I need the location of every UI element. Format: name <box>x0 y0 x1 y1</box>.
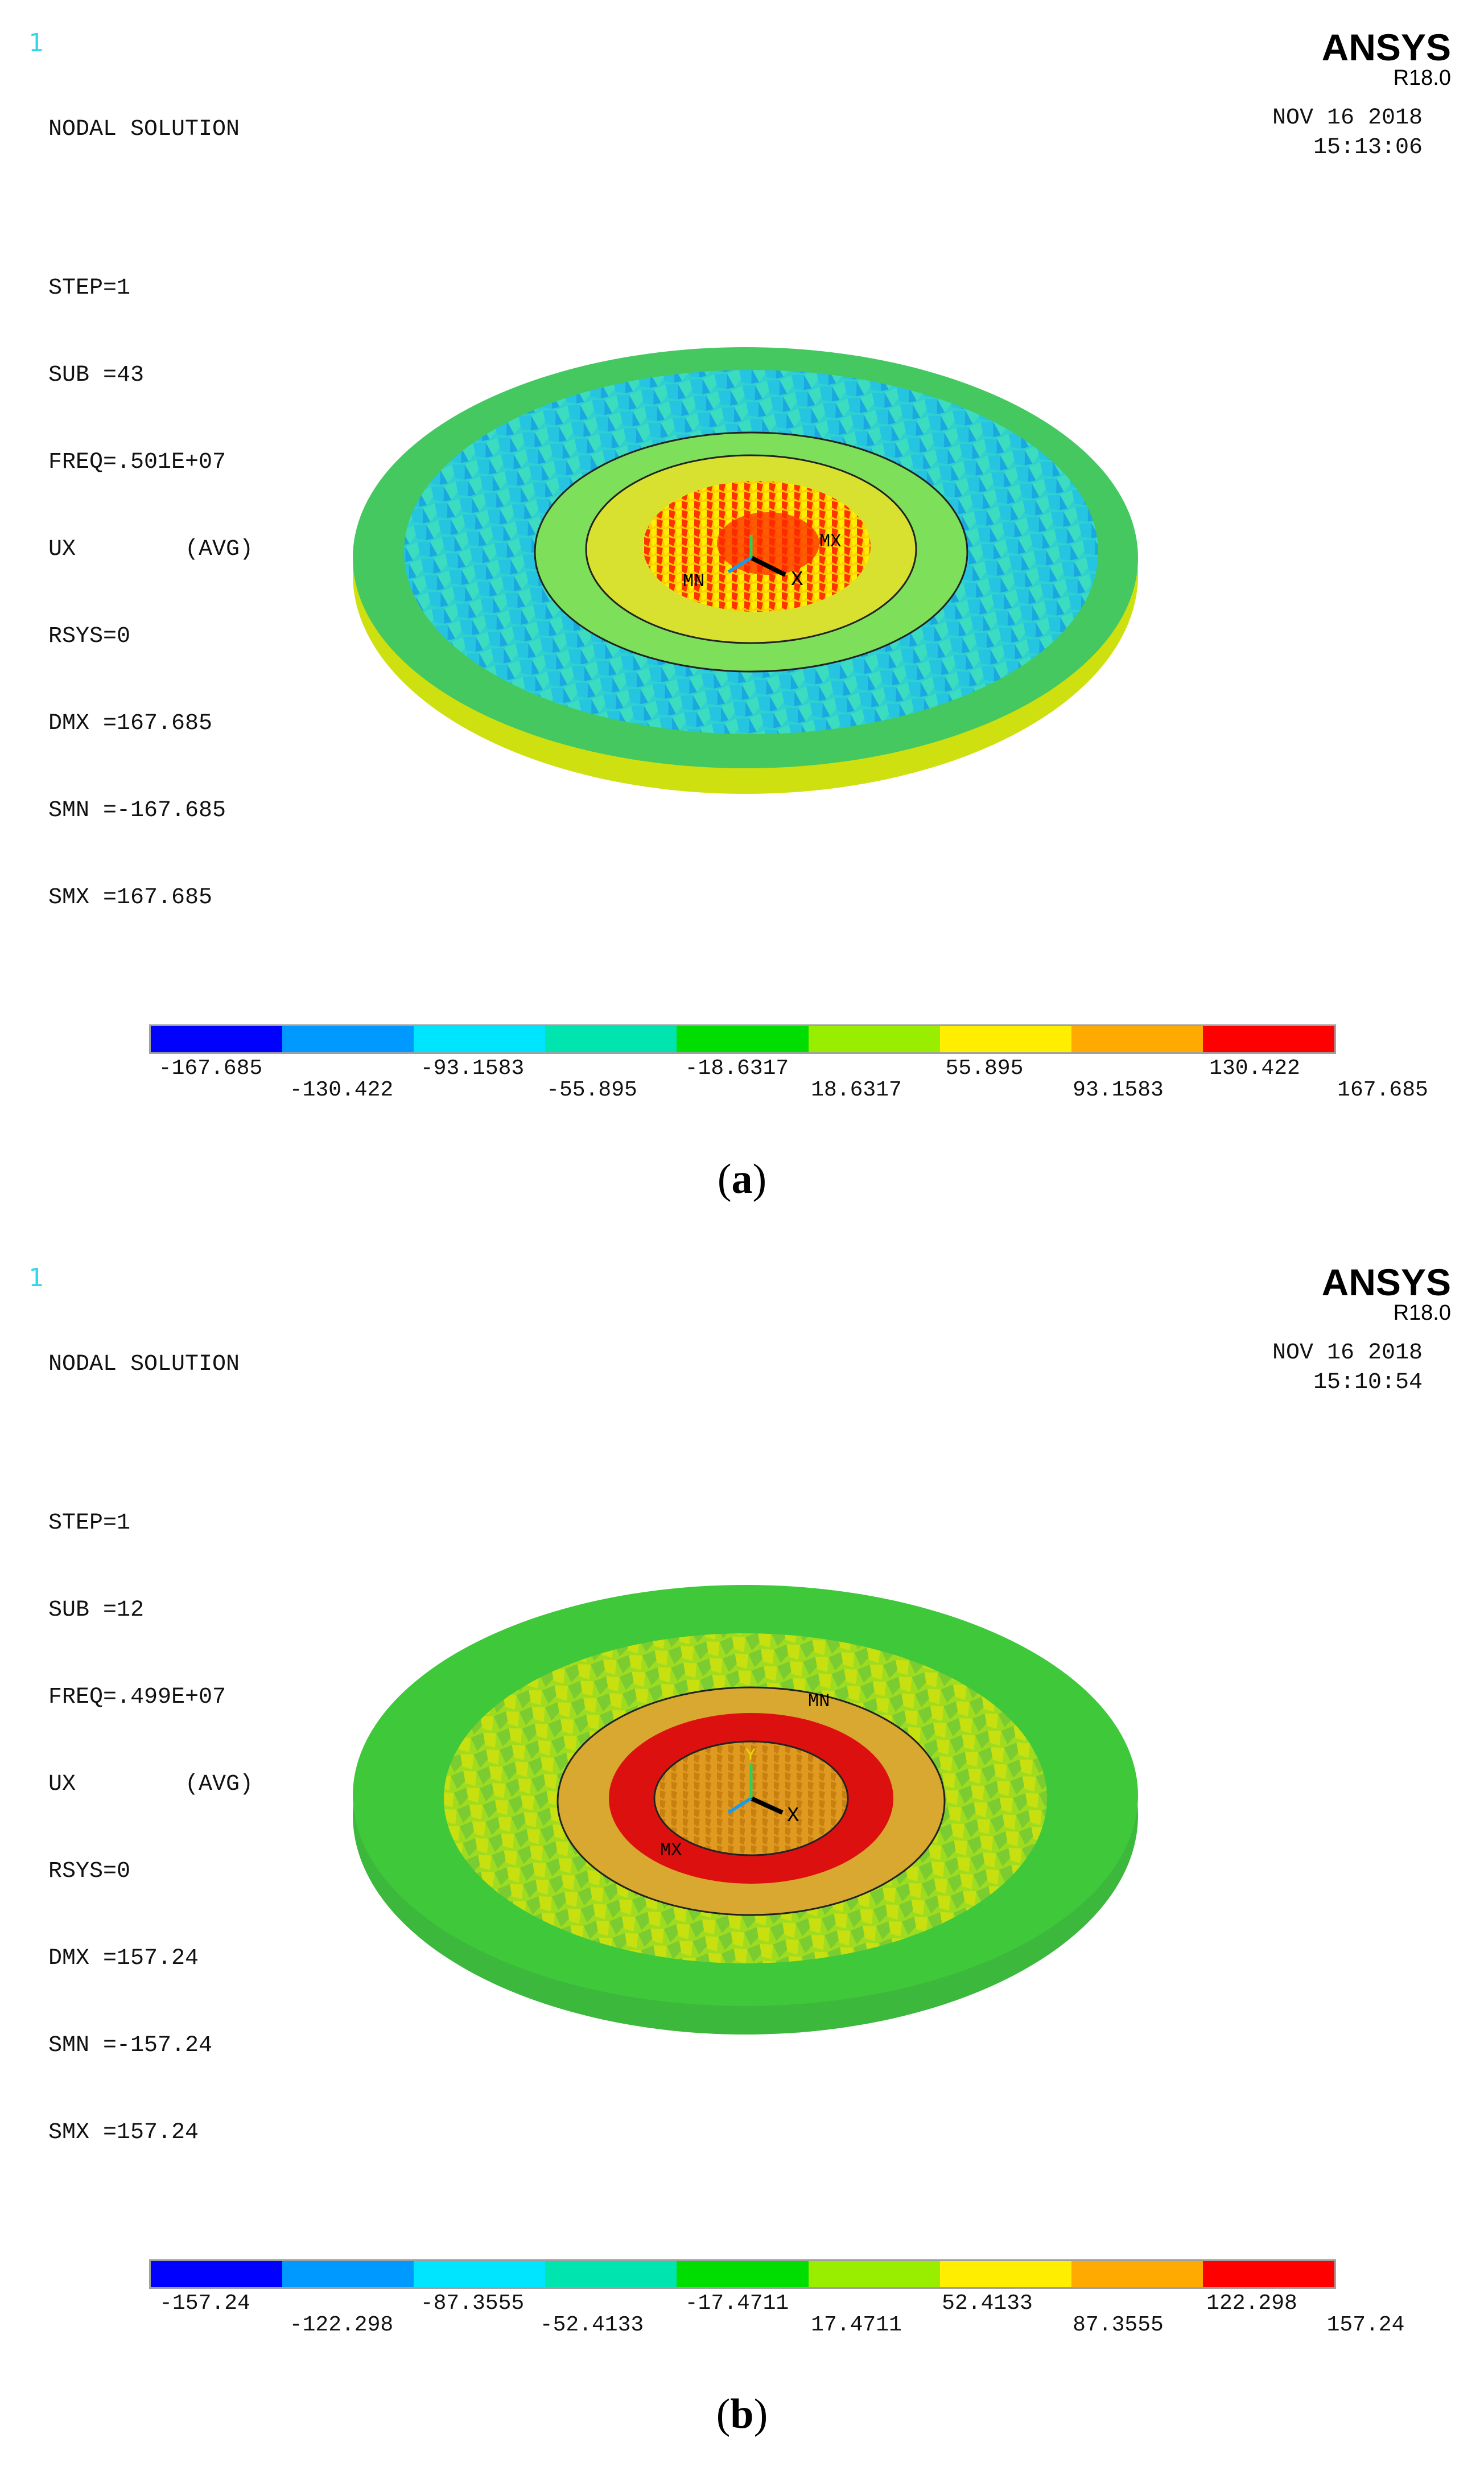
legend-swatch <box>1202 2261 1334 2287</box>
brand-name: ANSYS <box>1321 1261 1451 1303</box>
triad-x-label: X <box>787 1804 799 1827</box>
legend-tick-label: -157.24 <box>159 2291 250 2316</box>
dmx-value: DMX =157.24 <box>48 1946 199 1971</box>
triad-y-label: Y <box>745 1746 756 1765</box>
legend-swatch <box>1071 1026 1203 1052</box>
timestamp: NOV 16 2018 15:10:54 <box>1272 1339 1423 1398</box>
contour-plot-b: X Y MN MX <box>353 1585 1138 2035</box>
smx-value: SMX =157.24 <box>48 2120 199 2145</box>
ansys-logo: ANSYS R18.0 <box>1322 1263 1451 1325</box>
legend-swatch <box>414 1026 546 1052</box>
legend-colorbar <box>149 2259 1336 2289</box>
legend-tick-label: -52.4133 <box>539 2313 644 2337</box>
legend-colorbar <box>149 1024 1336 1054</box>
legend-swatch <box>545 2261 677 2287</box>
ansys-logo: ANSYS R18.0 <box>1322 28 1451 90</box>
figure-caption-a: (a) <box>717 1156 767 1203</box>
triad-z-axis <box>727 1797 752 1814</box>
step-value: STEP=1 <box>48 1510 131 1536</box>
result-item: UX (AVG) <box>48 1772 254 1797</box>
peak-zone <box>717 512 819 575</box>
legend-swatch <box>808 1026 940 1052</box>
legend-tick-label: -17.4711 <box>685 2291 789 2316</box>
substep-value: SUB =43 <box>48 363 145 388</box>
figure-caption-b: (b) <box>716 2391 768 2437</box>
substep-value: SUB =12 <box>48 1597 145 1623</box>
legend-tick-label: -87.3555 <box>420 2291 525 2316</box>
legend-tick-label: 167.685 <box>1337 1078 1428 1102</box>
brand-name: ANSYS <box>1321 26 1451 68</box>
frequency-value: FREQ=.499E+07 <box>48 1685 226 1710</box>
legend-swatch <box>677 1026 809 1052</box>
legend-swatch <box>545 1026 677 1052</box>
version-label: R18.0 <box>1393 66 1451 90</box>
legend-swatch <box>414 2261 546 2287</box>
window-number: 1 <box>28 28 44 57</box>
legend-swatch <box>282 2261 414 2287</box>
legend-tick-label: 157.24 <box>1326 2313 1405 2337</box>
legend-swatch <box>151 1026 283 1052</box>
min-marker: MN <box>808 1691 830 1712</box>
triad-x-axis <box>750 555 786 577</box>
caption-letter: a <box>731 1156 753 1203</box>
legend-tick-label: 18.6317 <box>811 1078 902 1102</box>
min-marker: MN <box>683 571 704 592</box>
triad-x-axis <box>750 1796 784 1815</box>
legend-swatch <box>677 2261 809 2287</box>
date-label: NOV 16 2018 <box>1272 1340 1423 1366</box>
legend-tick-label: 87.3555 <box>1073 2313 1164 2337</box>
version-label: R18.0 <box>1393 1301 1451 1325</box>
smx-value: SMX =167.685 <box>48 885 213 911</box>
legend-swatch <box>151 2261 283 2287</box>
legend-tick-label: -93.1583 <box>420 1056 525 1081</box>
rsys-value: RSYS=0 <box>48 624 131 649</box>
legend-tick-label: 55.895 <box>945 1056 1024 1081</box>
smn-value: SMN =-157.24 <box>48 2033 213 2058</box>
legend-tick-label: 17.4711 <box>811 2313 902 2337</box>
max-marker: MX <box>819 531 841 552</box>
solution-info-block: NODAL SOLUTION STEP=1 SUB =12 FREQ=.499E… <box>48 1292 253 2205</box>
timestamp: NOV 16 2018 15:13:06 <box>1272 104 1423 163</box>
legend-swatch <box>939 2261 1071 2287</box>
result-panel-a: 1 NODAL SOLUTION STEP=1 SUB =43 FREQ=.50… <box>0 0 1484 1235</box>
legend-tick-label: -18.6317 <box>685 1056 789 1081</box>
legend-tick-label: 93.1583 <box>1073 1078 1164 1102</box>
legend-tick-label: 130.422 <box>1209 1056 1300 1081</box>
max-marker: MX <box>660 1840 682 1861</box>
step-value: STEP=1 <box>48 275 131 301</box>
date-label: NOV 16 2018 <box>1272 105 1423 131</box>
legend-swatch <box>808 2261 940 2287</box>
rsys-value: RSYS=0 <box>48 1859 131 1884</box>
caption-letter: b <box>730 2391 754 2437</box>
legend-tick-label: 122.298 <box>1206 2291 1297 2316</box>
solution-info-block: NODAL SOLUTION STEP=1 SUB =43 FREQ=.501E… <box>48 57 253 970</box>
legend-swatch <box>1202 1026 1334 1052</box>
time-label: 15:10:54 <box>1313 1370 1423 1395</box>
legend-tick-label: -130.422 <box>289 1078 394 1102</box>
triad-x-label: X <box>791 568 803 591</box>
triad-z-axis <box>727 556 752 574</box>
result-panel-b: 1 NODAL SOLUTION STEP=1 SUB =12 FREQ=.49… <box>0 1235 1484 2475</box>
dmx-value: DMX =167.685 <box>48 711 213 736</box>
time-label: 15:13:06 <box>1313 135 1423 160</box>
legend-tick-label: -122.298 <box>289 2313 394 2337</box>
frequency-value: FREQ=.501E+07 <box>48 450 226 475</box>
legend-swatch <box>939 1026 1071 1052</box>
legend-swatch <box>282 1026 414 1052</box>
legend-tick-label: -167.685 <box>158 1056 263 1081</box>
smn-value: SMN =-167.685 <box>48 798 226 823</box>
legend-tick-label: -55.895 <box>546 1078 637 1102</box>
result-item: UX (AVG) <box>48 537 254 562</box>
solution-title: NODAL SOLUTION <box>48 117 240 142</box>
contour-plot-a: X MN MX <box>353 347 1138 794</box>
legend-tick-label: 52.4133 <box>942 2291 1033 2316</box>
legend-swatch <box>1071 2261 1203 2287</box>
solution-title: NODAL SOLUTION <box>48 1352 240 1377</box>
window-number: 1 <box>28 1263 44 1292</box>
